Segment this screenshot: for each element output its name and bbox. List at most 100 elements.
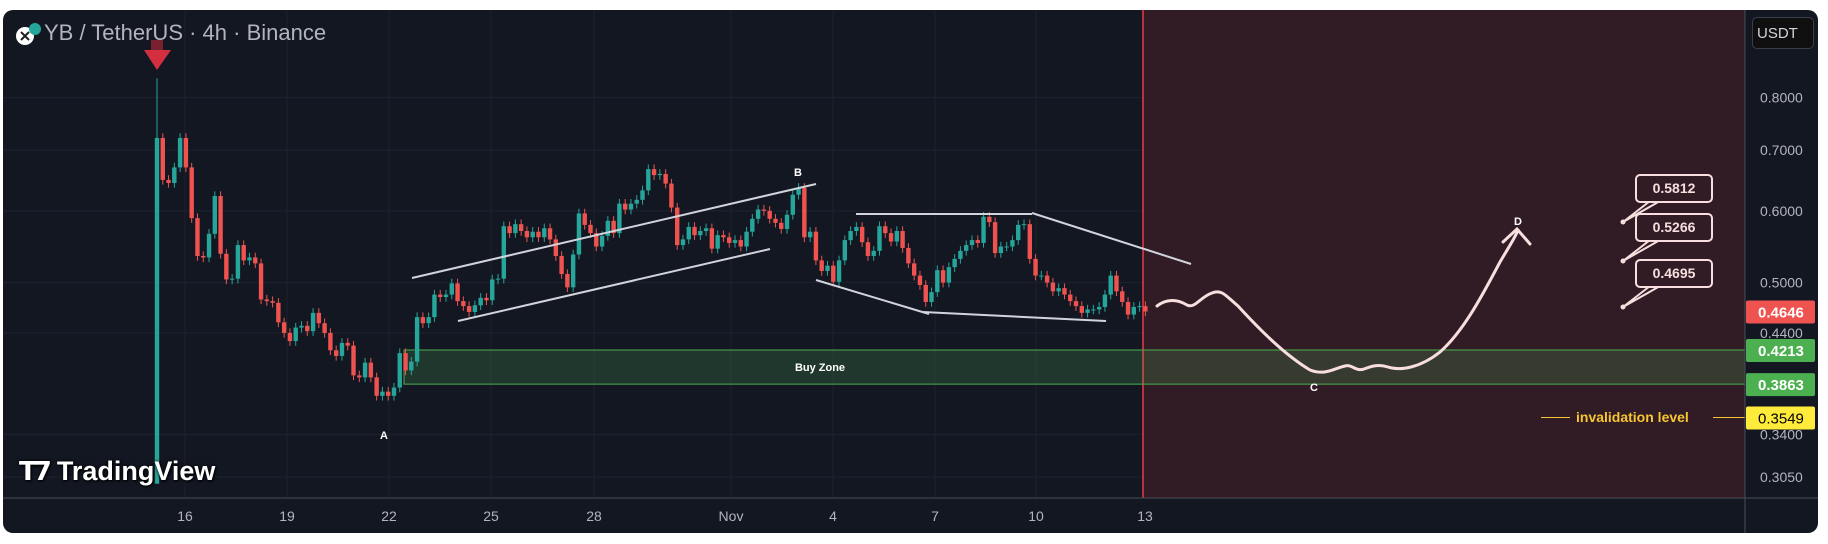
time-axis[interactable]: 16 19 22 25 28 Nov 4 7 10 13	[177, 508, 1153, 524]
target-callout[interactable]: 0.5812	[1620, 174, 1713, 225]
target-callout[interactable]: 0.5266	[1620, 213, 1713, 264]
candle-body	[680, 239, 686, 246]
projection-zone	[1143, 10, 1745, 498]
candle	[715, 230, 720, 254]
candle	[1143, 301, 1148, 317]
candle-body	[819, 260, 824, 271]
price-badge-label: 0.4213	[1758, 343, 1804, 360]
candle	[351, 340, 356, 381]
projection-path[interactable]	[1155, 228, 1520, 374]
range-lower-line-1[interactable]	[815, 279, 930, 315]
callout-anchor-dot	[1620, 304, 1626, 310]
candle-body	[831, 265, 836, 282]
candle-body	[264, 299, 270, 302]
candle	[692, 222, 697, 240]
currency-label: USDT	[1757, 25, 1798, 42]
candle	[507, 221, 512, 238]
channel-upper-line[interactable]	[411, 183, 817, 279]
price-badge-buy-zone-bottom	[1746, 373, 1815, 397]
candle-body	[692, 226, 697, 236]
time-tick-label: 22	[381, 508, 397, 524]
candle-body	[646, 169, 651, 191]
candle-body	[663, 173, 668, 184]
candle-body	[1068, 294, 1073, 302]
candle-body	[565, 274, 570, 288]
candle	[1096, 302, 1102, 315]
candle	[461, 296, 466, 311]
target-callout[interactable]: 0.4695	[1620, 259, 1713, 310]
candle	[1050, 277, 1056, 297]
tradingview-logo-icon: T7	[19, 456, 52, 487]
candle-body	[501, 226, 506, 279]
channel-lower-line[interactable]	[457, 248, 771, 322]
descending-resistance-line[interactable]	[1031, 212, 1192, 265]
candle-body	[987, 216, 992, 223]
candle-body	[258, 263, 264, 300]
candle-body	[345, 342, 350, 346]
candle-body	[518, 224, 524, 232]
symbol-title[interactable]: YB / TetherUS · 4h · Binance	[44, 20, 326, 46]
candle	[449, 278, 454, 300]
candle-body	[293, 327, 298, 342]
candle-body	[339, 342, 345, 356]
candle	[241, 240, 246, 266]
candle-body	[1004, 246, 1009, 248]
candle-body	[773, 218, 778, 223]
callout-anchor-dot	[1620, 219, 1626, 225]
candle	[727, 232, 732, 248]
candle-body	[206, 233, 212, 258]
range-lower-line-2[interactable]	[922, 311, 1107, 322]
candle	[1004, 241, 1009, 252]
candle-body	[183, 137, 189, 168]
candle-body	[588, 224, 593, 234]
candle	[646, 164, 651, 196]
candle	[287, 328, 293, 346]
candle-body	[721, 235, 726, 238]
candle	[362, 357, 368, 383]
time-tick-label: 25	[483, 508, 499, 524]
candle-body	[212, 196, 217, 234]
candle	[1079, 301, 1084, 318]
invalidation-label: invalidation level	[1576, 409, 1689, 425]
candle-body	[628, 203, 634, 210]
point-c-label: C	[1310, 382, 1318, 394]
candle-body	[1096, 306, 1102, 310]
candle-body	[744, 231, 749, 247]
candle-body	[455, 283, 460, 302]
candle-body	[836, 260, 842, 282]
candle-body	[391, 387, 397, 396]
candle	[1120, 286, 1125, 307]
candle	[565, 269, 570, 293]
candle-body	[386, 391, 391, 396]
price-axis[interactable]: 0.8000 0.7000 0.6000 0.5000 0.4400 0.3400 0.30…	[1760, 90, 1803, 486]
candle	[1021, 219, 1027, 230]
grid-lines	[3, 10, 1745, 498]
candle-body	[524, 231, 530, 238]
candle	[802, 183, 807, 243]
currency-button[interactable]: USDT	[1752, 17, 1814, 49]
candle-body	[449, 283, 454, 295]
candle	[166, 175, 171, 188]
candle-body	[940, 270, 946, 283]
candle	[617, 198, 622, 238]
time-tick-label: 28	[586, 508, 602, 524]
candle-body	[420, 317, 426, 324]
candle	[542, 223, 547, 243]
candle-body	[871, 250, 876, 256]
candle	[935, 265, 940, 297]
candle	[871, 246, 876, 261]
callout-box	[1635, 259, 1713, 288]
candle	[264, 294, 270, 306]
buy-zone-rect[interactable]	[403, 349, 1746, 385]
callout-box	[1635, 213, 1713, 242]
candle-body	[952, 258, 957, 268]
candle-body	[351, 345, 356, 376]
candle	[189, 162, 194, 223]
candle	[1073, 296, 1079, 311]
candle	[224, 249, 229, 285]
candle-body	[1021, 224, 1027, 226]
candle	[842, 235, 848, 266]
candle-body	[287, 332, 293, 342]
candle	[761, 204, 767, 216]
